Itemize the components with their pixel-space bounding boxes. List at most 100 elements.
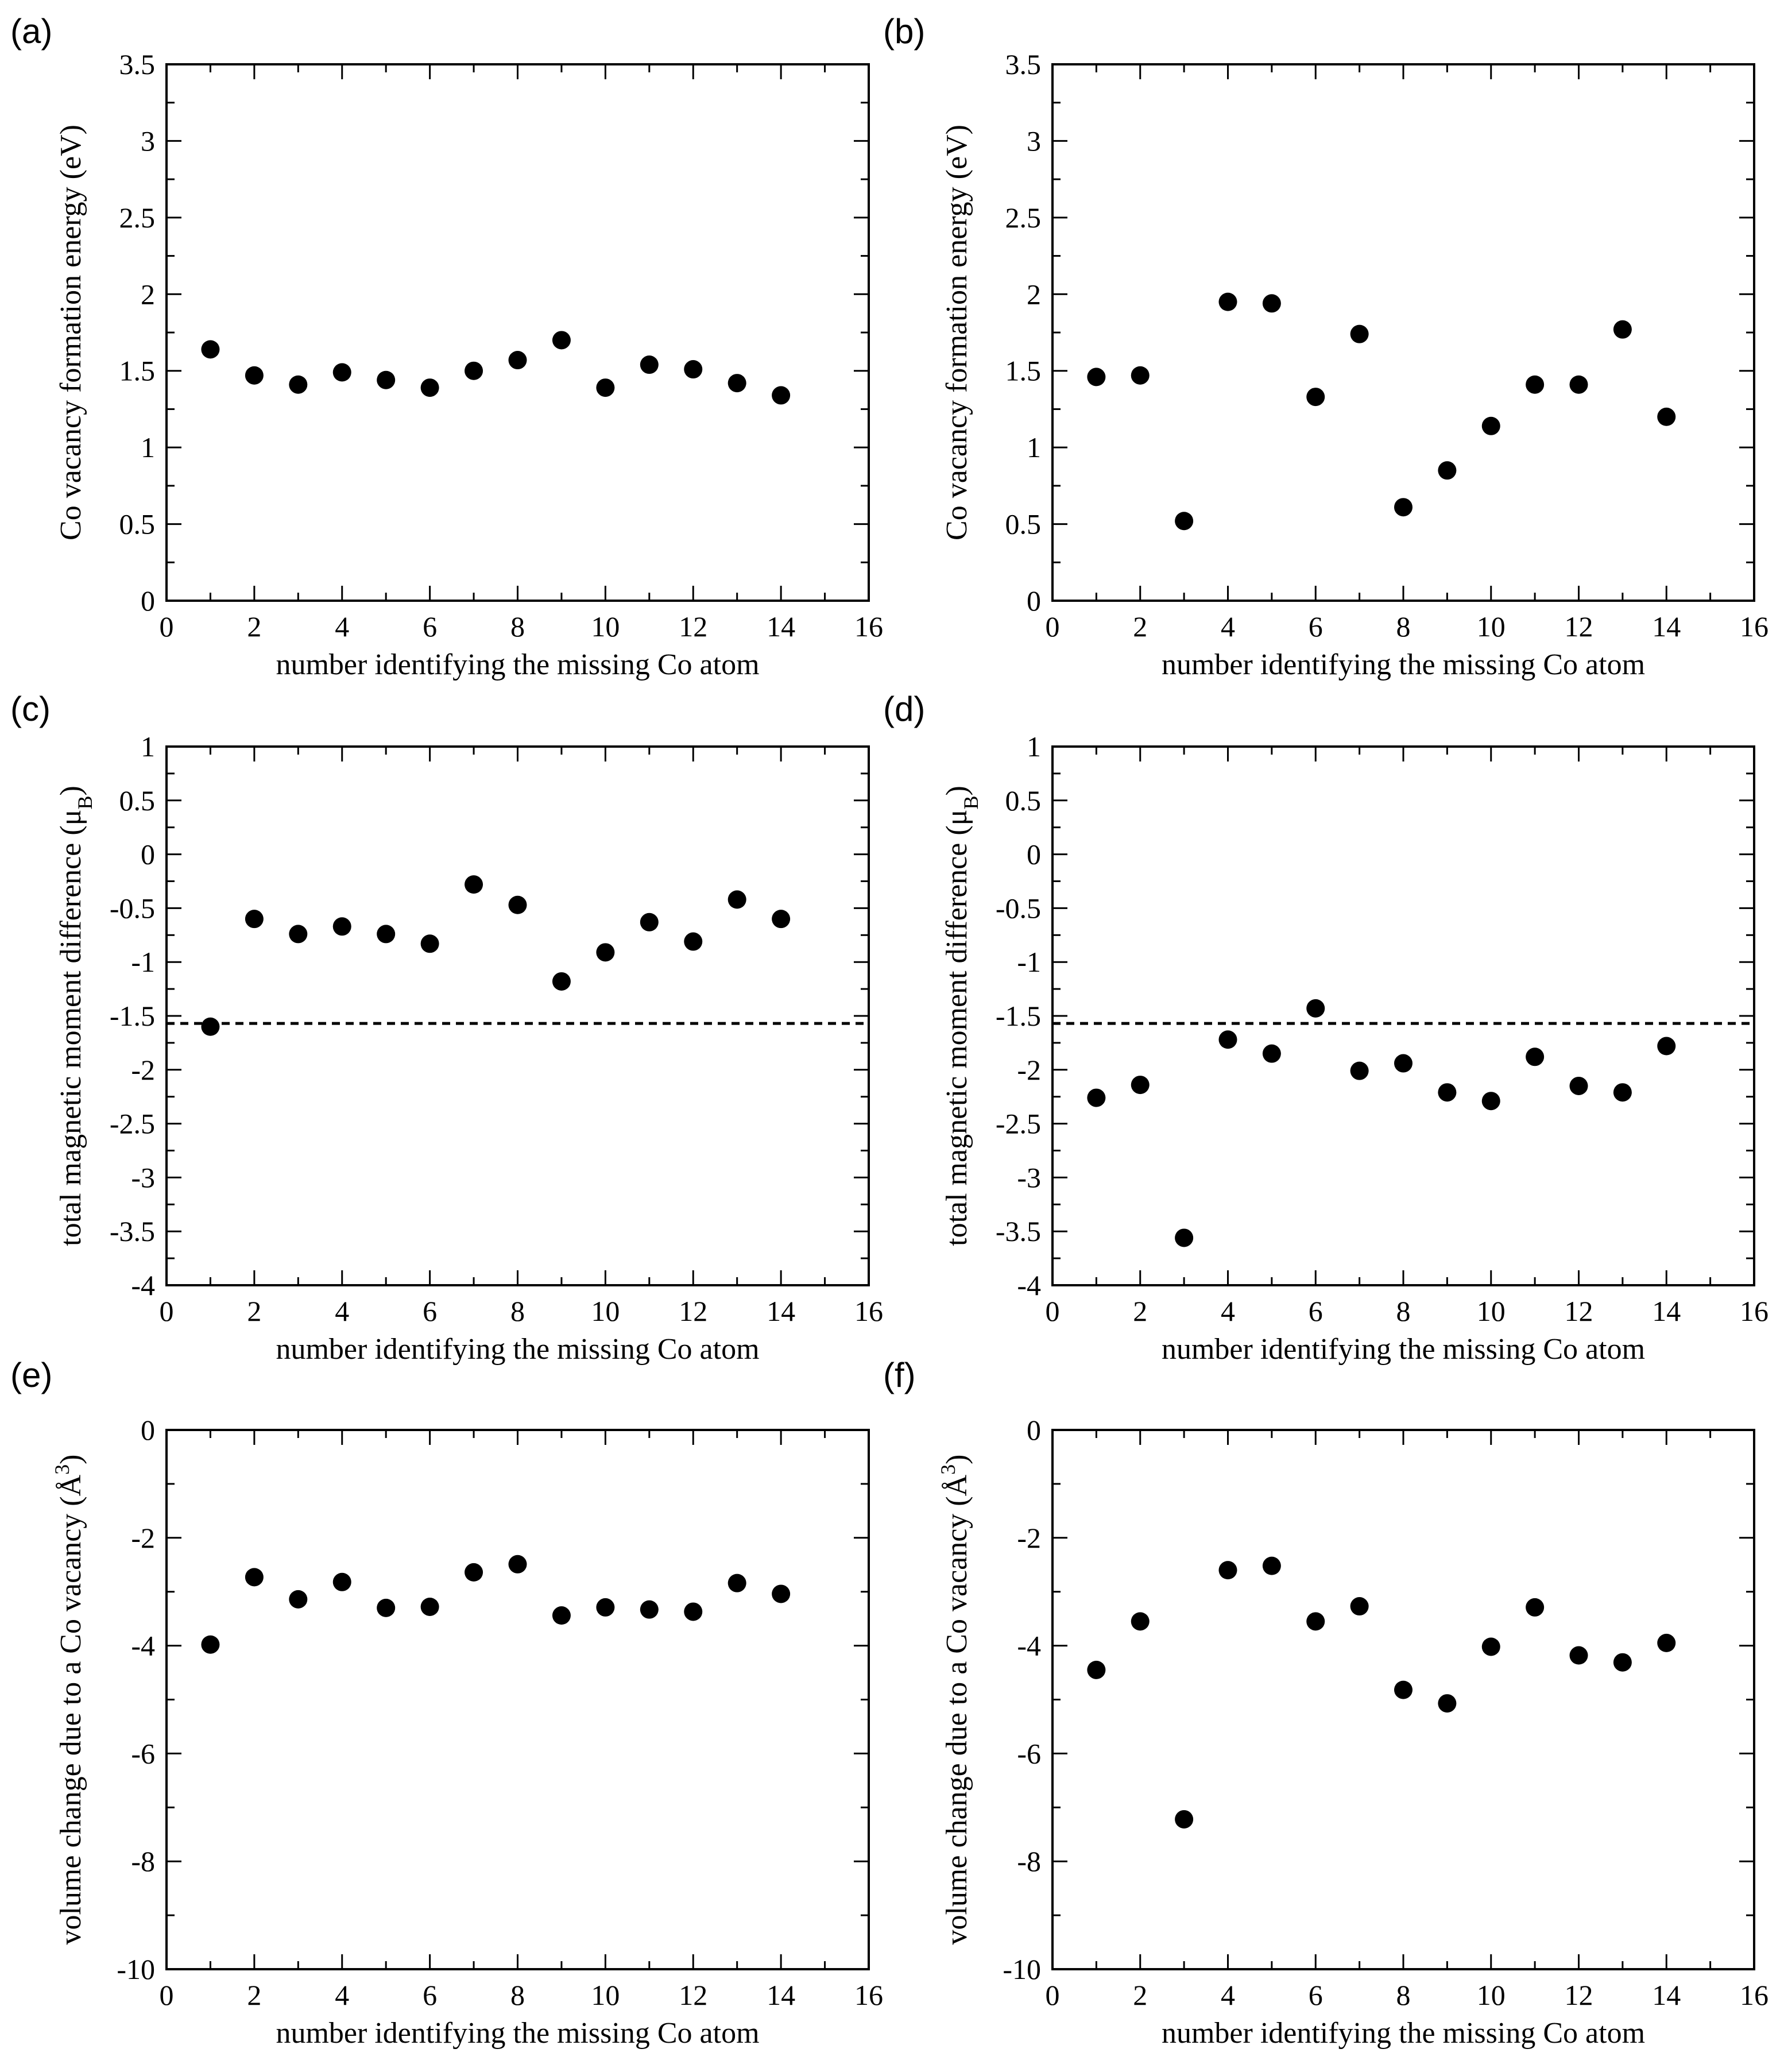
data-point [1394, 498, 1413, 517]
data-point [772, 386, 791, 405]
data-point [377, 925, 396, 944]
data-point [727, 1574, 746, 1592]
x-tick-label: 8 [1396, 1979, 1411, 2011]
data-point [1438, 1083, 1457, 1102]
y-tick-label: 1 [1027, 730, 1041, 763]
x-tick-label: 16 [1740, 1979, 1768, 2011]
x-tick-label: 12 [679, 1979, 707, 2011]
y-tick-label: 0.5 [119, 508, 156, 540]
y-tick-label: -2.5 [996, 1108, 1041, 1140]
x-tick-label: 6 [1309, 1979, 1323, 2011]
data-point [1481, 1092, 1500, 1111]
y-axis-label: Co vacancy formation energy (eV) [55, 125, 87, 540]
y-tick-label: -1.5 [996, 1000, 1041, 1032]
x-tick-label: 10 [1477, 610, 1506, 643]
y-tick-label: -2 [131, 1522, 155, 1554]
x-tick-label: 14 [1652, 1979, 1681, 2011]
panel-label-a: (a) [10, 12, 53, 51]
x-tick-label: 12 [1565, 1295, 1593, 1327]
data-point [1306, 999, 1325, 1018]
data-point [1218, 1030, 1237, 1049]
data-point [289, 375, 308, 394]
x-tick-label: 8 [510, 610, 525, 643]
data-point [1087, 368, 1106, 386]
data-point [552, 331, 571, 350]
data-point [1438, 1694, 1457, 1713]
x-tick-label: 0 [1046, 1979, 1060, 2011]
data-point [1613, 1653, 1632, 1672]
x-tick-label: 6 [423, 1979, 437, 2011]
data-point [1394, 1054, 1413, 1073]
x-tick-label: 12 [679, 610, 707, 643]
data-point [640, 355, 659, 374]
x-tick-label: 2 [247, 1295, 261, 1327]
x-tick-label: 8 [510, 1295, 525, 1327]
x-tick-label: 14 [1652, 610, 1681, 643]
y-tick-label: 0.5 [119, 784, 156, 817]
data-point [245, 910, 264, 929]
data-point [508, 895, 527, 914]
data-point [1131, 1076, 1150, 1095]
y-tick-label: 1 [141, 730, 155, 763]
x-tick-label: 4 [335, 610, 349, 643]
y-tick-label: 0 [1027, 585, 1041, 617]
x-tick-label: 2 [247, 610, 261, 643]
data-point [1657, 407, 1676, 426]
y-tick-label: -2 [1017, 1522, 1041, 1554]
chart-e: 0 2 4 6 8 10 12 14 16 -10 -8 -6 -4 -2 0 number identify… [51, 1414, 883, 2050]
y-tick-label: -1.5 [110, 1000, 155, 1032]
x-tick-label: 0 [1046, 1295, 1060, 1327]
data-point [1438, 461, 1457, 480]
x-tick-label: 2 [1133, 610, 1147, 643]
data-point [1262, 294, 1281, 313]
plot-frame [165, 1429, 870, 1970]
y-tick-label: -6 [131, 1737, 155, 1769]
y-tick-label: 0 [141, 838, 155, 871]
x-tick-label: 4 [335, 1979, 349, 2011]
y-tick-label: 0.5 [1005, 784, 1042, 817]
y-tick-label: -2.5 [110, 1108, 155, 1140]
data-point [377, 370, 396, 389]
data-point [245, 1568, 264, 1587]
data-point [772, 910, 791, 929]
y-tick-label: 1.5 [1005, 355, 1042, 387]
data-point [596, 378, 615, 397]
y-tick-label: -3 [1017, 1161, 1041, 1193]
data-point [552, 1606, 571, 1625]
plot-frame [1051, 1429, 1755, 1970]
x-tick-label: 12 [1565, 1979, 1593, 2011]
data-point [332, 363, 351, 382]
y-tick-label: 2 [1027, 278, 1041, 310]
y-tick-label: -4 [131, 1630, 155, 1662]
data-point [1175, 1810, 1194, 1829]
x-tick-label: 6 [423, 1295, 437, 1327]
x-tick-label: 4 [335, 1295, 349, 1327]
y-tick-label: -4 [1017, 1630, 1041, 1662]
y-tick-label: -0.5 [996, 892, 1041, 924]
x-tick-label: 4 [1221, 1295, 1235, 1327]
data-point [508, 1555, 527, 1574]
chart-c: 0 2 4 6 8 10 12 14 16 -4 -3.5 -3 -2.5 -2 -1.5 -1 -0.5 0 0.… [55, 730, 883, 1366]
y-tick-label: 0 [1027, 838, 1041, 871]
data-point [1175, 1228, 1194, 1247]
data-point [420, 378, 439, 397]
x-tick-label: 0 [160, 1979, 174, 2011]
x-tick-label: 12 [1565, 610, 1593, 643]
x-axis-label: number identifying the missing Co atom [1162, 1333, 1645, 1366]
x-axis-label: number identifying the missing Co atom [276, 648, 759, 681]
x-tick-label: 2 [247, 1979, 261, 2011]
y-tick-label: 1 [1027, 431, 1041, 463]
data-point [727, 890, 746, 909]
y-tick-label: 2.5 [1005, 202, 1042, 234]
y-axis-label: total magnetic moment difference (μB) [55, 786, 96, 1246]
y-tick-label: 3 [141, 125, 155, 157]
y-tick-label: 2 [141, 278, 155, 310]
data-point [377, 1598, 396, 1617]
x-tick-label: 4 [1221, 1979, 1235, 2011]
y-tick-label: 0.5 [1005, 508, 1042, 540]
x-tick-label: 16 [854, 610, 883, 643]
data-point [1481, 1637, 1500, 1656]
data-point [772, 1584, 791, 1603]
y-axis-label: Co vacancy formation energy (eV) [941, 125, 973, 540]
